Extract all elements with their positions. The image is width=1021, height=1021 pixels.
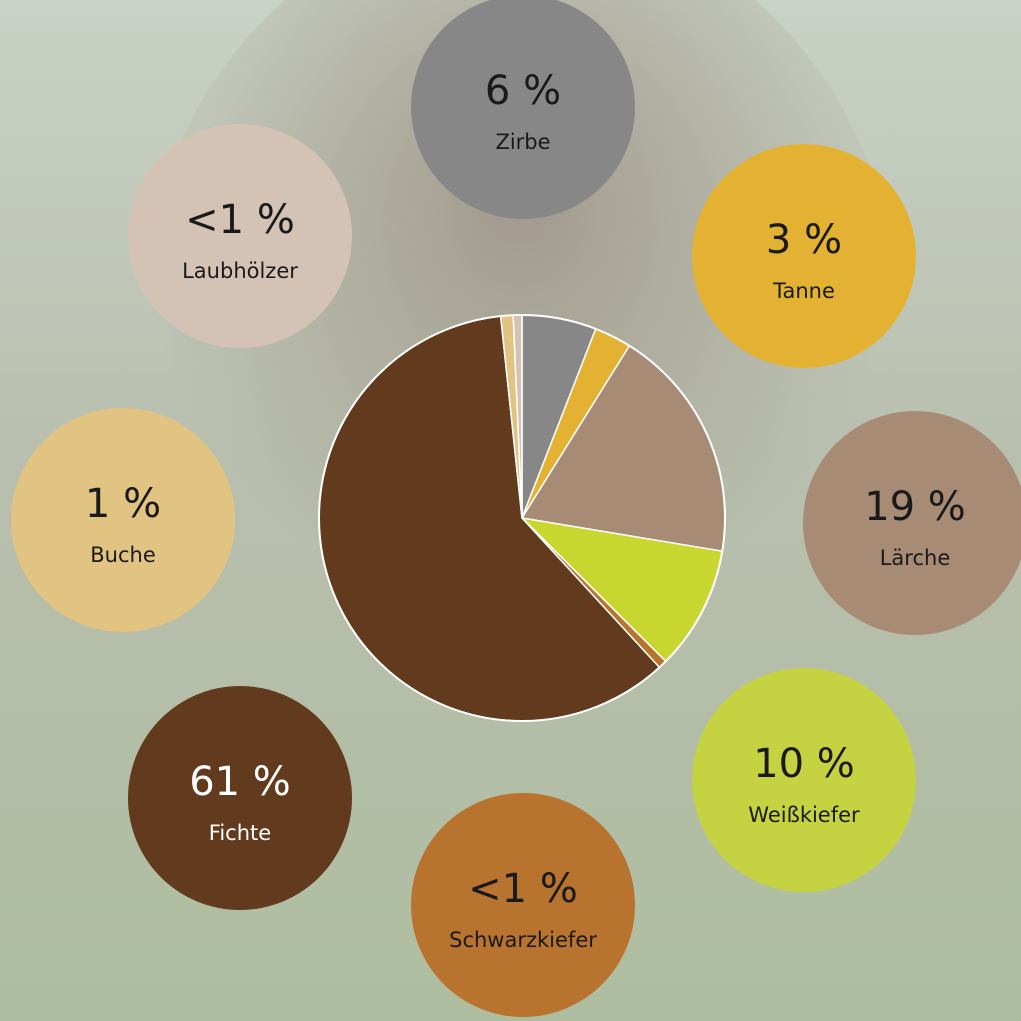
category-label: Zirbe	[495, 130, 550, 154]
value-label: 3 %	[766, 217, 842, 263]
category-label: Weißkiefer	[748, 803, 860, 827]
bubbles: 6 % Zirbe 3 % Tanne 19 % Lärche 10 % Weißkiefer…	[11, 0, 1021, 1017]
category-label: Laubhölzer	[182, 259, 298, 283]
value-label: 61 %	[189, 759, 291, 805]
value-label: 10 %	[753, 741, 855, 787]
label-bubble	[692, 144, 916, 368]
value-label: <1 %	[185, 197, 295, 243]
label-bubble	[11, 408, 235, 632]
label-bubble	[128, 686, 352, 910]
value-label: 1 %	[85, 481, 161, 527]
category-label: Schwarzkiefer	[449, 928, 597, 952]
value-label: 6 %	[485, 68, 561, 114]
label-bubble	[803, 411, 1021, 635]
category-label: Buche	[90, 543, 156, 567]
category-label: Fichte	[209, 821, 271, 845]
pie	[318, 314, 726, 722]
label-bubble	[128, 124, 352, 348]
label-bubble	[411, 0, 635, 219]
label-bubble	[411, 793, 635, 1017]
pie-outline	[318, 314, 726, 722]
category-label: Tanne	[772, 279, 835, 303]
category-label: Lärche	[880, 546, 951, 570]
value-label: 19 %	[864, 484, 966, 530]
label-bubble	[692, 668, 916, 892]
value-label: <1 %	[468, 866, 578, 912]
